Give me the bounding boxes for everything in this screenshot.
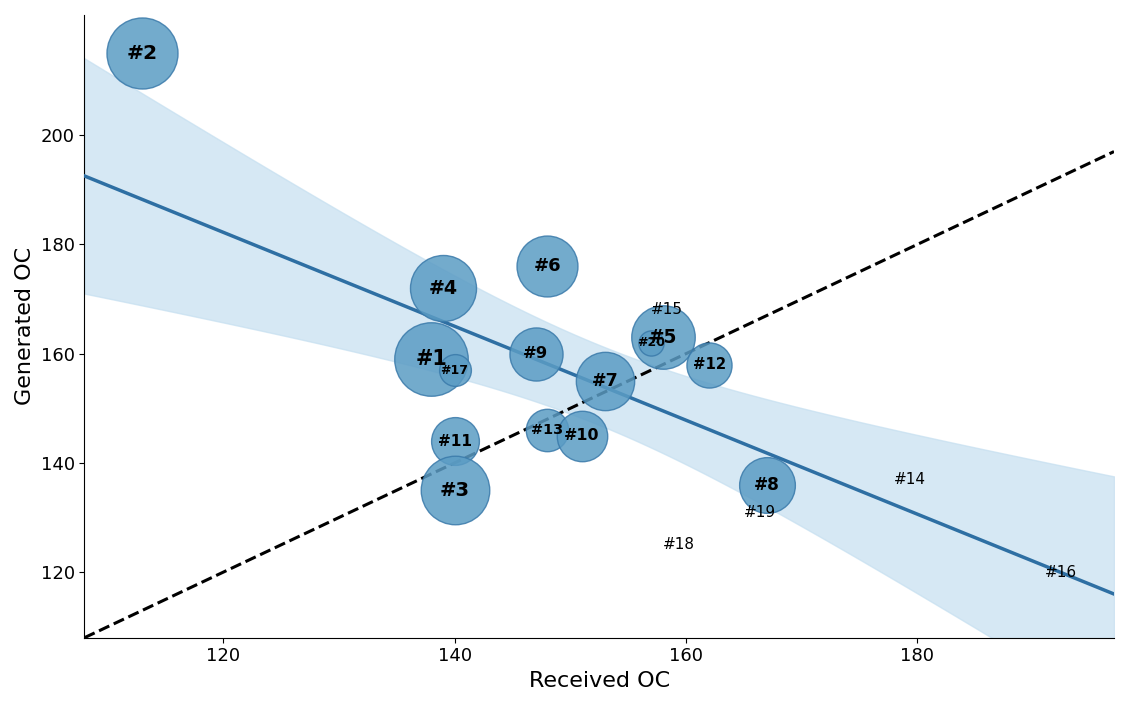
Y-axis label: Generated OC: Generated OC (15, 247, 35, 405)
Text: #12: #12 (692, 357, 726, 372)
Point (446, 364, 464, 376)
Text: #3: #3 (439, 481, 470, 500)
Point (422, 354, 440, 365)
Text: #17: #17 (440, 364, 469, 376)
Point (642, 337, 660, 348)
Point (572, 430, 590, 441)
Point (526, 348, 544, 359)
Text: #1: #1 (415, 349, 447, 369)
Point (758, 479, 776, 491)
Text: #20: #20 (637, 336, 665, 349)
Text: #10: #10 (564, 428, 599, 443)
Point (446, 436, 464, 447)
Point (596, 376, 614, 387)
Text: #11: #11 (438, 433, 472, 448)
Text: #13: #13 (531, 423, 563, 437)
Text: #4: #4 (429, 279, 457, 298)
Point (539, 424, 557, 436)
Point (539, 261, 557, 272)
Text: #9: #9 (523, 346, 549, 361)
Text: #15: #15 (651, 302, 683, 318)
Text: #6: #6 (533, 257, 561, 275)
Text: #5: #5 (649, 328, 677, 347)
Text: #16: #16 (1044, 565, 1077, 580)
Text: #19: #19 (744, 505, 776, 520)
Point (654, 332, 672, 343)
Point (434, 282, 452, 294)
Text: #2: #2 (126, 44, 158, 63)
Text: #8: #8 (754, 476, 780, 493)
Point (446, 484, 464, 496)
Text: #14: #14 (894, 472, 926, 487)
X-axis label: Received OC: Received OC (528, 671, 669, 691)
Point (133, 47, 151, 59)
Text: #7: #7 (592, 372, 619, 390)
Point (700, 359, 718, 370)
Text: #18: #18 (663, 537, 694, 552)
